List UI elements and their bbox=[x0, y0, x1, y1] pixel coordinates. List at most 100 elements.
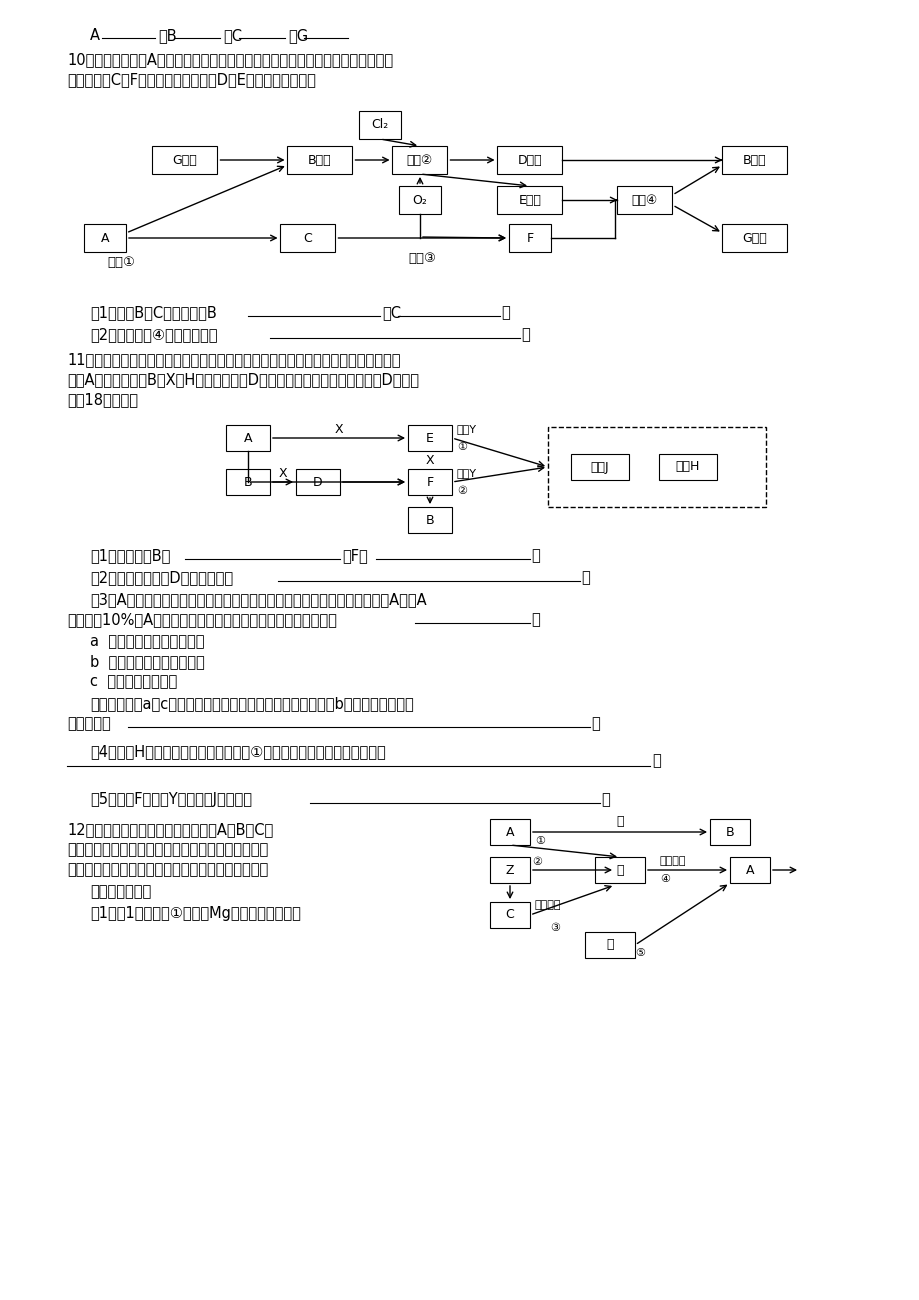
Text: Z: Z bbox=[505, 863, 514, 876]
Bar bbox=[490, 902, 529, 928]
Text: （1）（1）若反应①中甲是Mg，乙是常见非金属: （1）（1）若反应①中甲是Mg，乙是常见非金属 bbox=[90, 906, 301, 920]
Text: 气体H: 气体H bbox=[675, 460, 699, 473]
Bar bbox=[153, 146, 217, 174]
Bar bbox=[721, 224, 787, 252]
Text: 水），其中C、F常温下为无色气体，D、E中有共同阳离子。: 水），其中C、F常温下为无色气体，D、E中有共同阳离子。 bbox=[67, 72, 315, 87]
Text: X: X bbox=[425, 454, 434, 467]
Text: 。: 。 bbox=[530, 549, 539, 563]
Text: （1）写出B和C的化学式：B: （1）写出B和C的化学式：B bbox=[90, 306, 217, 320]
Text: （2）写出反应④的离子方程式: （2）写出反应④的离子方程式 bbox=[90, 328, 217, 342]
Text: B: B bbox=[425, 514, 434, 526]
Text: E溶液: E溶液 bbox=[518, 194, 541, 207]
Text: （4）已知H的密度比空气的密度大，则①中所涉及的反应的化学方程式为: （4）已知H的密度比空气的密度大，则①中所涉及的反应的化学方程式为 bbox=[90, 744, 385, 759]
Bar bbox=[709, 819, 749, 845]
Text: 甲: 甲 bbox=[616, 815, 623, 828]
Text: 是由两种元素组成中学化学中常见的无机物；上述物: 是由两种元素组成中学化学中常见的无机物；上述物 bbox=[67, 842, 268, 857]
Bar bbox=[226, 469, 269, 495]
Text: 。: 。 bbox=[590, 716, 599, 731]
Bar bbox=[392, 146, 447, 174]
Text: C: C bbox=[303, 231, 312, 244]
Text: （5）写出F与足量Y反应生成J的理由：: （5）写出F与足量Y反应生成J的理由： bbox=[90, 792, 252, 807]
Text: A: A bbox=[505, 826, 514, 838]
Text: ①: ① bbox=[457, 442, 467, 452]
Bar bbox=[399, 186, 440, 214]
Text: ，F为: ，F为 bbox=[342, 549, 368, 563]
Text: 11．下列图所示反应有直接进行的，也有在溶液中进行的，其中部分产物已略去。已: 11．下列图所示反应有直接进行的，也有在溶液中进行的，其中部分产物已略去。已 bbox=[67, 352, 400, 367]
Text: ，C: ，C bbox=[381, 306, 401, 320]
Text: 回答下列问题：: 回答下列问题： bbox=[90, 884, 151, 900]
Bar bbox=[571, 454, 629, 480]
Text: B: B bbox=[725, 826, 733, 838]
Text: 。: 。 bbox=[652, 753, 660, 768]
Text: ③: ③ bbox=[550, 923, 560, 933]
Bar bbox=[84, 224, 126, 252]
Text: 反应②: 反应② bbox=[406, 153, 433, 166]
Text: 少量的丙: 少量的丙 bbox=[535, 900, 561, 910]
Text: 12．甲、乙、丙是三种常见的单质；A、B、C均: 12．甲、乙、丙是三种常见的单质；A、B、C均 bbox=[67, 822, 273, 837]
Text: A: A bbox=[244, 432, 252, 445]
Text: 反应③: 反应③ bbox=[408, 252, 436, 265]
Text: B溶液: B溶液 bbox=[743, 153, 766, 166]
Text: ，C: ，C bbox=[222, 29, 242, 43]
Bar bbox=[548, 426, 766, 507]
Bar bbox=[729, 857, 769, 883]
Text: D: D bbox=[312, 476, 323, 489]
Text: （3）A是一种非常重要的工业产品。据统计，地球上每年由于腐蚀而消耗的A约占A: （3）A是一种非常重要的工业产品。据统计，地球上每年由于腐蚀而消耗的A约占A bbox=[90, 592, 426, 607]
Text: A: A bbox=[745, 863, 754, 876]
Bar bbox=[721, 146, 787, 174]
Text: 含有18个电子。: 含有18个电子。 bbox=[67, 393, 138, 407]
Text: ，G: ，G bbox=[288, 29, 308, 43]
Bar bbox=[407, 425, 451, 451]
Text: F: F bbox=[426, 476, 433, 489]
Bar bbox=[508, 224, 550, 252]
Text: ④: ④ bbox=[659, 874, 669, 884]
Bar bbox=[490, 857, 529, 883]
Text: 足量的丙: 足量的丙 bbox=[659, 855, 686, 866]
Text: 反应④: 反应④ bbox=[631, 194, 657, 207]
Text: 。: 。 bbox=[520, 328, 529, 342]
Text: ②: ② bbox=[457, 486, 467, 497]
Text: X: X bbox=[335, 422, 343, 436]
Text: D溶液: D溶液 bbox=[517, 153, 541, 166]
Text: 反应①: 反应① bbox=[107, 256, 135, 269]
Bar bbox=[358, 111, 401, 139]
Bar bbox=[280, 224, 335, 252]
Text: 10．黑色固体物质A有以下转化关系，每个方框表示一种反应物或生成物（不包含: 10．黑色固体物质A有以下转化关系，每个方框表示一种反应物或生成物（不包含 bbox=[67, 52, 392, 68]
Text: 知：A是固体单质；B、X、H为气体单质；D属于可溶于水的强电解质，一个D分子中: 知：A是固体单质；B、X、H为气体单质；D属于可溶于水的强电解质，一个D分子中 bbox=[67, 372, 418, 387]
Bar bbox=[617, 186, 672, 214]
Text: A: A bbox=[90, 29, 100, 43]
Text: G溶液: G溶液 bbox=[173, 153, 198, 166]
Text: 极反应式：: 极反应式： bbox=[67, 716, 110, 731]
Text: B溶液: B溶液 bbox=[308, 153, 332, 166]
Bar bbox=[497, 146, 562, 174]
Text: A: A bbox=[101, 231, 109, 244]
Text: （2）用电子式表示D的形成过程为: （2）用电子式表示D的形成过程为 bbox=[90, 569, 233, 585]
Bar bbox=[595, 857, 644, 883]
Text: 沉淀J: 沉淀J bbox=[590, 460, 608, 473]
Text: （1）化学式：B为: （1）化学式：B为 bbox=[90, 549, 170, 563]
Text: ，B: ，B bbox=[158, 29, 176, 43]
Bar bbox=[407, 507, 451, 533]
Text: a  直接与氧气发生化学腐蚀: a 直接与氧气发生化学腐蚀 bbox=[90, 634, 204, 649]
Text: X: X bbox=[278, 467, 287, 480]
Text: ⑤: ⑤ bbox=[634, 948, 644, 958]
Bar bbox=[226, 425, 269, 451]
Text: F: F bbox=[526, 231, 533, 244]
Bar bbox=[287, 146, 352, 174]
Text: b  通过原电池反应发生腐蚀: b 通过原电池反应发生腐蚀 bbox=[90, 654, 205, 670]
Text: 。: 。 bbox=[600, 792, 609, 807]
Text: ；: ； bbox=[501, 306, 509, 320]
Bar bbox=[658, 454, 716, 480]
Text: ②: ② bbox=[531, 857, 541, 867]
Text: 足量Y: 足量Y bbox=[457, 424, 476, 434]
Bar bbox=[497, 186, 562, 214]
Text: c  因溶于水而消耗掉: c 因溶于水而消耗掉 bbox=[90, 673, 177, 689]
Text: 乙: 乙 bbox=[616, 863, 623, 876]
Text: 丙: 丙 bbox=[606, 939, 613, 952]
Text: O₂: O₂ bbox=[412, 194, 427, 207]
Bar bbox=[490, 819, 529, 845]
Text: ①: ① bbox=[535, 836, 544, 846]
Text: ；: ； bbox=[530, 612, 539, 627]
Bar bbox=[584, 932, 634, 958]
Bar bbox=[407, 469, 451, 495]
